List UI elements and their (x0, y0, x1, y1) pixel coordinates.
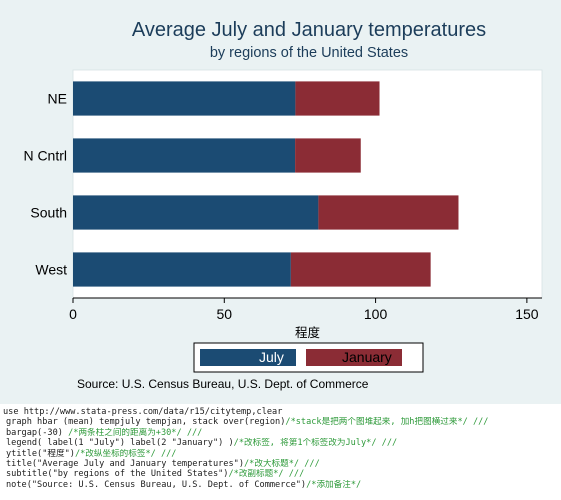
code-text: title("Average July and January temperat… (6, 458, 244, 469)
code-text: use http://www.stata-press.com/data/r15/… (3, 407, 283, 417)
x-tick-label: 50 (217, 306, 233, 322)
bar-july-west (73, 252, 291, 287)
code-text: legend( label(1 "July") label(2 "January… (6, 438, 234, 449)
chart-title: Average July and January temperatures (132, 19, 486, 41)
code-comment: /*改标签, 将第1个标签改为July*/ /// (233, 438, 398, 449)
x-tick-label: 150 (515, 306, 539, 322)
category-label: NE (48, 91, 67, 107)
legend-swatch-july (200, 349, 296, 366)
bar-january-west (290, 252, 431, 287)
code-comment: /*改大标题*/ /// (244, 458, 320, 469)
code-text: subtitle("by regions of the United State… (6, 469, 229, 480)
bar-january-ne (295, 81, 380, 116)
legend-label-january: January (342, 349, 392, 365)
code-line: use http://www.stata-press.com/data/r15/… (0, 407, 561, 417)
category-label: West (35, 262, 67, 278)
bar-july-south (73, 195, 319, 230)
code-line: legend( label(1 "July") label(2 "January… (0, 438, 561, 448)
code-line: bargap(-30) /*两条柱之间的距离为+30*/ /// (0, 428, 561, 438)
bar-july-ne (73, 81, 296, 116)
bar-chart: Average July and January temperatures by … (23, 19, 543, 391)
code-text: note("Source: U.S. Census Bureau, U.S. D… (6, 479, 307, 490)
code-text: graph hbar (mean) tempjuly tempjan, stac… (6, 417, 286, 428)
bar-january-south (318, 195, 459, 230)
code-comment: /*两条柱之间的距离为+30*/ /// (68, 427, 203, 438)
code-comment: /*添加备注*/ (306, 479, 362, 490)
legend-label-july: July (259, 349, 284, 365)
chart-note: Source: U.S. Census Bureau, U.S. Dept. o… (77, 377, 369, 391)
x-axis-title: 程度 (295, 325, 321, 340)
legend-swatch-january (306, 349, 402, 366)
category-label: N Cntrl (23, 148, 67, 164)
code-line: ytitle("程度")/*改纵坐标的标签*/ /// (0, 449, 561, 459)
code-line: subtitle("by regions of the United State… (0, 469, 561, 479)
bar-july-n-cntrl (73, 138, 296, 173)
code-panel: use http://www.stata-press.com/data/r15/… (0, 404, 561, 500)
code-line: note("Source: U.S. Census Bureau, U.S. D… (0, 480, 561, 490)
code-text: ytitle("程度") (6, 448, 75, 459)
code-line: title("Average July and January temperat… (0, 459, 561, 469)
bar-january-n-cntrl (295, 138, 361, 173)
code-comment: /*改纵坐标的标签*/ /// (74, 448, 177, 459)
code-comment: /*stack是把两个图堆起来, 加h把图横过来*/ /// (285, 417, 489, 428)
code-line: graph hbar (mean) tempjuly tempjan, stac… (0, 417, 561, 427)
code-text: bargap(-30) (6, 427, 69, 438)
x-tick-label: 0 (69, 306, 77, 322)
chart-subtitle: by regions of the United States (210, 45, 408, 61)
category-label: South (30, 205, 67, 221)
chart-area: Average July and January temperatures by … (0, 0, 561, 404)
code-comment: /*改副标题*/ /// (228, 469, 305, 480)
x-tick-label: 100 (364, 306, 388, 322)
